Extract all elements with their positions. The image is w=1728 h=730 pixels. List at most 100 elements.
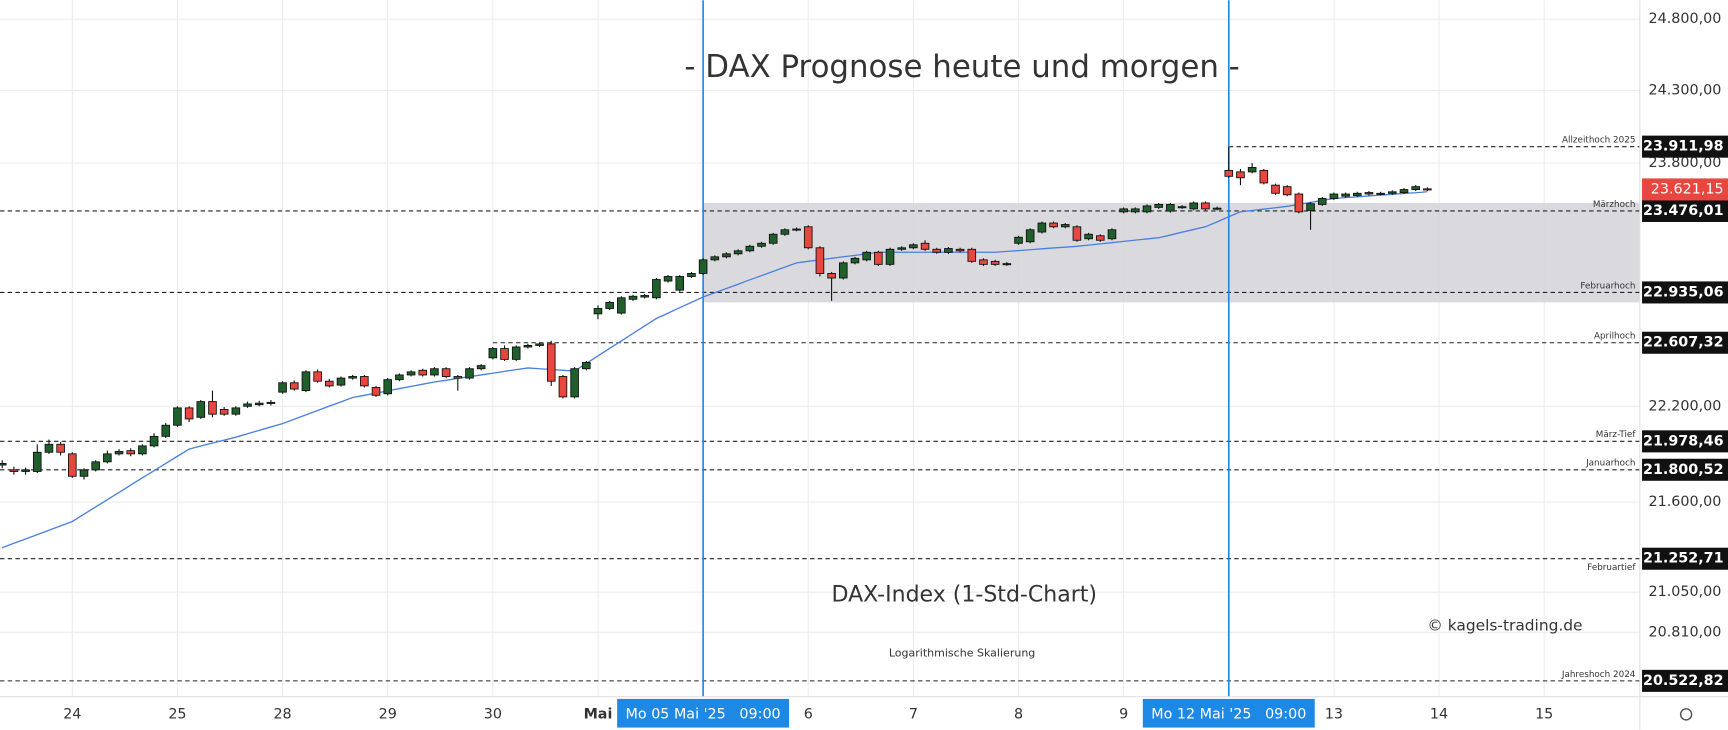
candle-body [628, 295, 638, 300]
candle-body [850, 257, 860, 264]
candle-body [208, 401, 217, 415]
scale-note: Logarithmische Skalierung [889, 647, 1035, 660]
level-name: Allzeithoch 2025 [1562, 136, 1635, 146]
candle-body [1037, 222, 1047, 233]
x-tick-label: 24 [63, 706, 81, 722]
candle-body [371, 387, 381, 396]
candle-body [383, 379, 393, 395]
price-tag-label: 20.522,82 [1643, 673, 1724, 689]
candle-body [838, 262, 848, 279]
candle-body [1177, 206, 1187, 209]
price-tag-label: 21.800,52 [1643, 462, 1724, 478]
candle-body [780, 229, 790, 235]
candle-body [336, 377, 346, 386]
candle-body [184, 407, 194, 420]
candle-body [0, 463, 7, 466]
candle-body [955, 248, 965, 252]
candle-body [1271, 184, 1280, 194]
candle-body [1364, 192, 1374, 195]
marker-label: Mo 05 Mai '25 09:00 [626, 706, 781, 722]
candle-body [1049, 222, 1058, 228]
candle-body [570, 368, 579, 398]
chart-title: - DAX Prognose heute und morgen - [684, 49, 1239, 85]
level-name: Aprilhoch [1594, 332, 1635, 342]
candle-body [1072, 226, 1082, 241]
candle-body [1259, 169, 1269, 184]
y-tick-label: 20.810,00 [1649, 624, 1722, 640]
candle-body [476, 365, 486, 370]
candle-body [138, 445, 147, 455]
candle-body [243, 403, 252, 407]
x-tick-label: 25 [168, 706, 186, 722]
candle-body [149, 435, 159, 447]
candle-body [967, 248, 977, 262]
last-price-tag [1642, 178, 1728, 201]
price-tag [1642, 331, 1728, 354]
candle-body [1201, 202, 1210, 210]
x-tick-label: 6 [804, 706, 813, 722]
settings-icon[interactable] [1679, 708, 1693, 721]
candle-body [79, 469, 89, 477]
candle-body [663, 276, 673, 282]
candle-body [418, 369, 428, 376]
price-tag [1642, 281, 1728, 304]
candle-body [920, 242, 930, 250]
candle-body [500, 348, 509, 360]
candle-body [1399, 189, 1409, 193]
candle-body [511, 346, 521, 360]
candle-body [1247, 167, 1257, 173]
candle-body [757, 242, 766, 247]
candle-body [803, 226, 813, 249]
x-tick-label: 30 [484, 706, 502, 722]
marker-tag [617, 698, 790, 728]
candle-body [722, 253, 731, 258]
marker-label: Mo 12 Mai '25 09:00 [1151, 706, 1306, 722]
candle-body [1131, 208, 1140, 213]
candle-body [173, 407, 182, 426]
price-tag-label: 23.476,01 [1643, 203, 1724, 219]
x-tick-label: 7 [909, 706, 918, 722]
candle-body [1212, 207, 1222, 210]
candle-body [56, 443, 65, 453]
candle-body [9, 469, 19, 472]
candle-body [605, 301, 614, 309]
y-tick-label: 23.800,00 [1649, 155, 1722, 171]
candle-body [103, 453, 112, 463]
candle-body [1002, 263, 1012, 266]
candle-body [313, 371, 322, 382]
last-price-label: 23.621,15 [1651, 181, 1724, 197]
price-tag-label: 22.607,32 [1643, 335, 1724, 351]
candle-body [1388, 191, 1397, 194]
candle-body [1060, 224, 1070, 228]
candle-body [874, 251, 883, 265]
price-tag-label: 22.935,06 [1643, 284, 1724, 300]
candle-body [698, 259, 708, 274]
candle-body [68, 453, 77, 477]
candle-body [979, 259, 988, 265]
level-name: Märzhoch [1593, 200, 1636, 210]
x-tick-label: 14 [1430, 706, 1448, 722]
candle-body [932, 248, 942, 253]
candle-body [1166, 203, 1175, 212]
subtitle: DAX-Index (1-Std-Chart) [832, 582, 1098, 607]
candle-body [745, 245, 755, 252]
candle-body [325, 380, 334, 387]
price-tag [1642, 199, 1728, 222]
candle-body [1423, 188, 1432, 191]
price-tag [1642, 430, 1728, 453]
candle-body [44, 443, 54, 453]
x-tick-label: 13 [1325, 706, 1343, 722]
candle-body [768, 233, 778, 244]
candle-body [1014, 236, 1023, 244]
candle-body [1341, 193, 1350, 197]
candle-body [640, 295, 650, 298]
x-tick-label: Mai [584, 706, 613, 722]
credit: © kagels-trading.de [1427, 617, 1582, 635]
candle-body [21, 469, 30, 472]
candle-body [1306, 203, 1315, 211]
candle-body [687, 273, 696, 277]
candle-body [1142, 205, 1152, 213]
price-tag [1642, 135, 1728, 158]
